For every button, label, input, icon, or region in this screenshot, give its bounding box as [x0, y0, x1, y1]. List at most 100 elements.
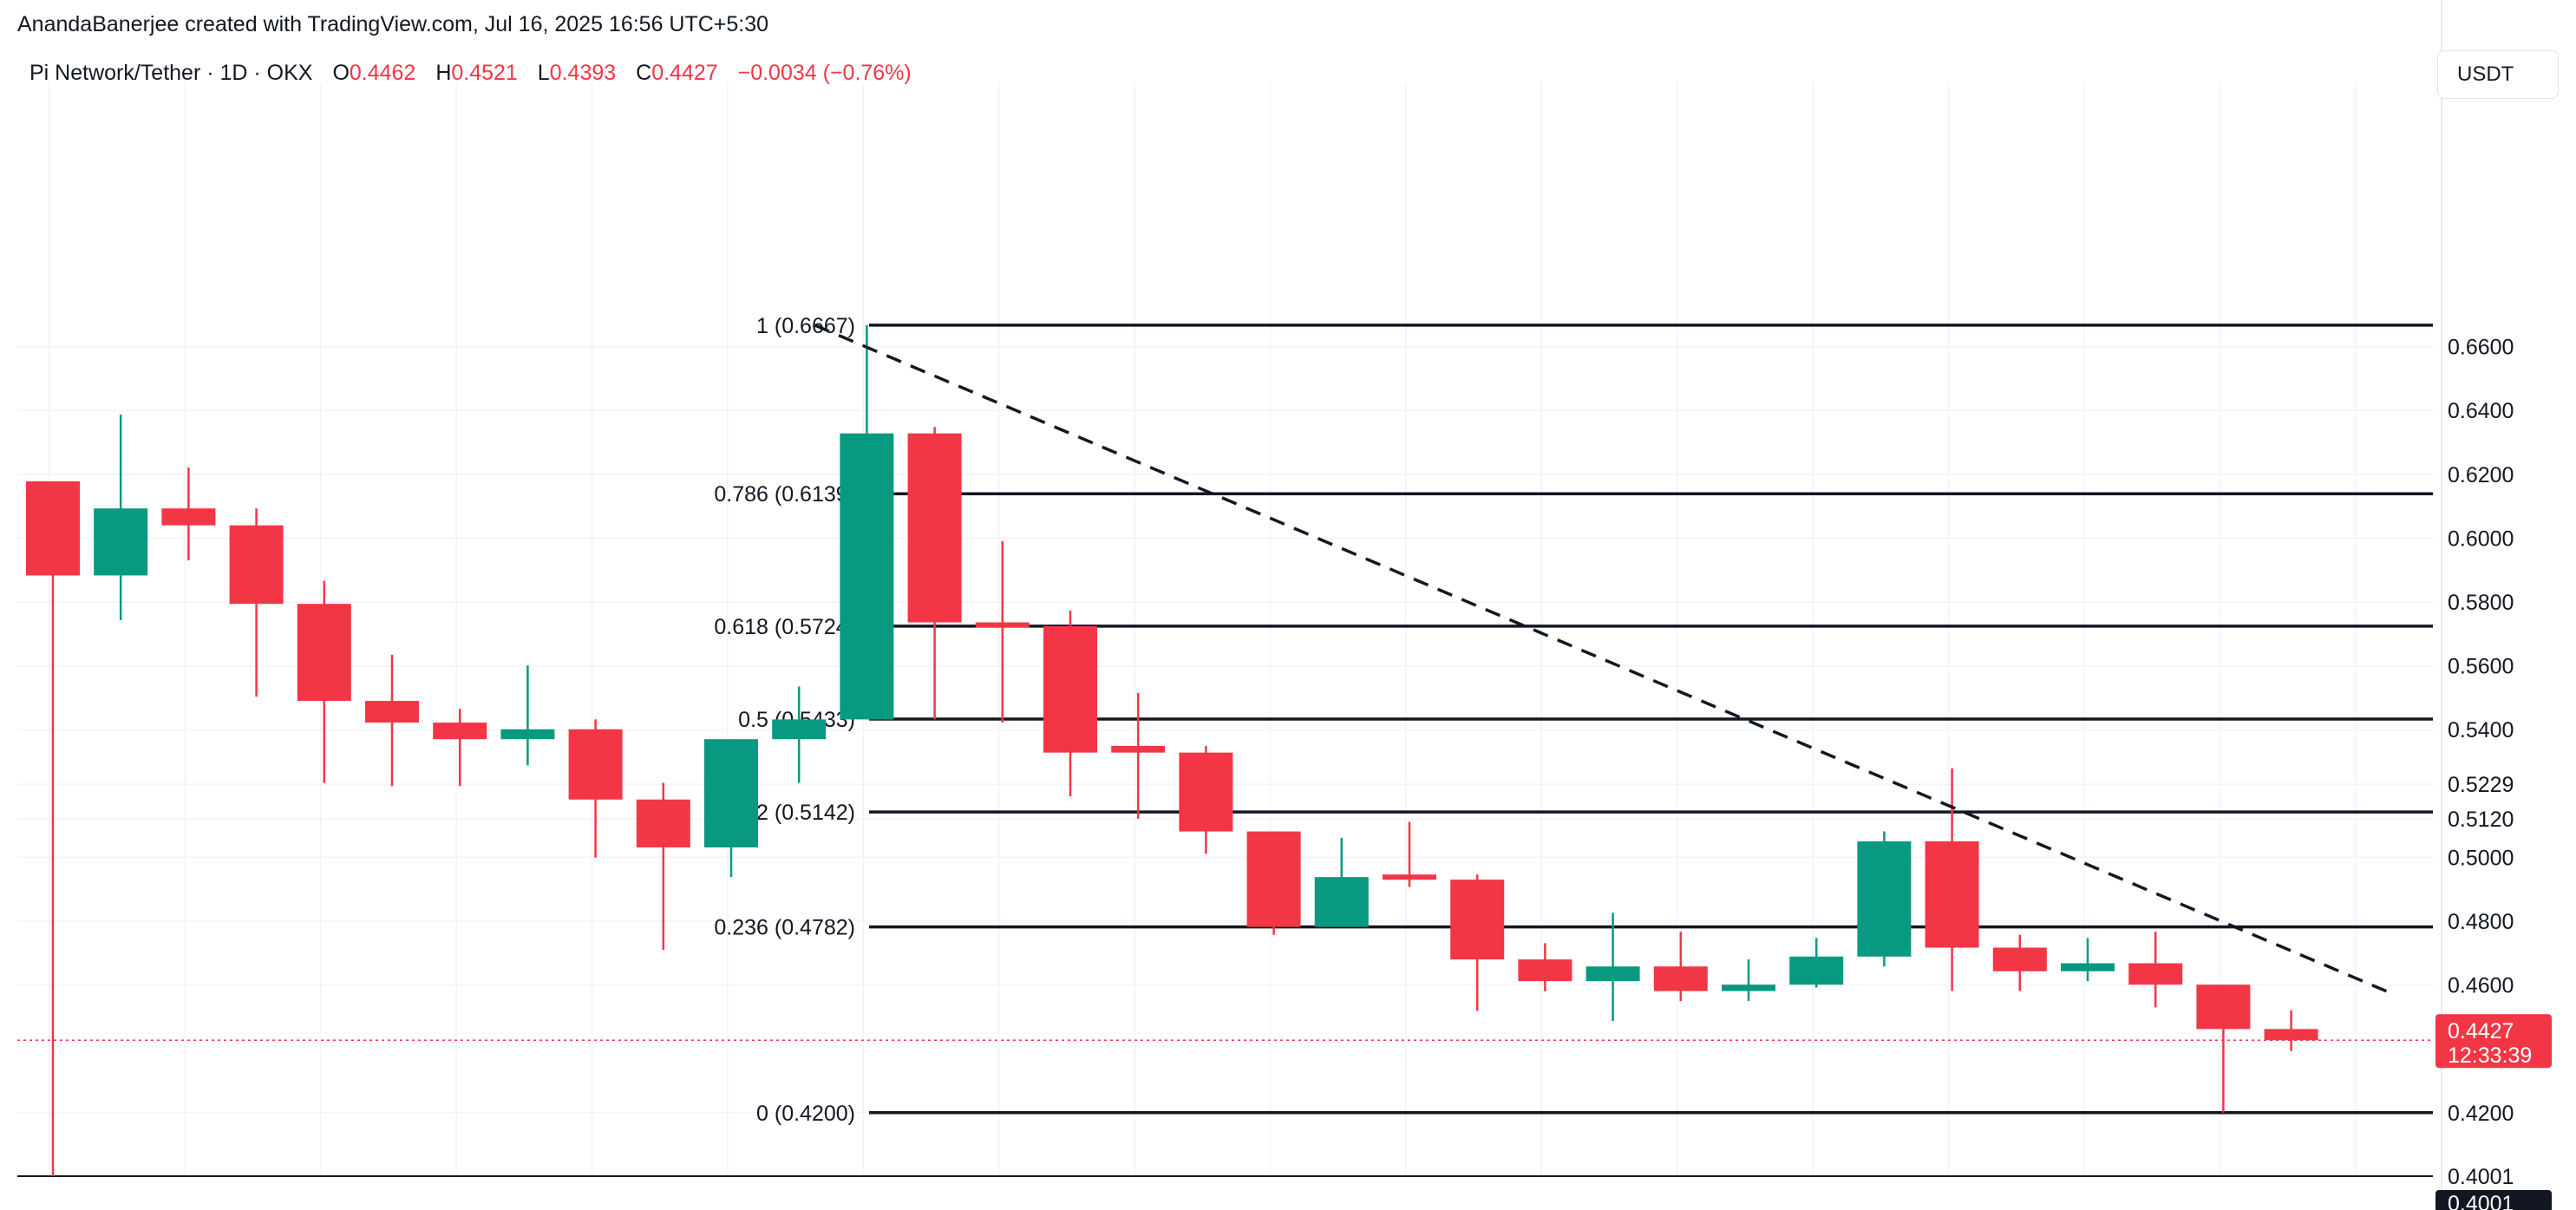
candle[interactable]	[704, 739, 758, 878]
candle[interactable]	[2061, 938, 2115, 982]
candle[interactable]	[568, 719, 623, 858]
candle-body	[840, 433, 894, 720]
candle-body	[636, 799, 690, 847]
candle[interactable]	[2196, 984, 2251, 1113]
low-value: 0.4393	[549, 61, 617, 85]
fib-retracement[interactable]: 1 (0.6667) 0.786 (0.6139) 0.618 (0.5724) 0.…	[714, 314, 2433, 1126]
price-tick-label: 0.5800	[2448, 591, 2514, 615]
price-tick-label: 0.4200	[2448, 1102, 2514, 1126]
candle[interactable]	[1857, 831, 1912, 967]
candle-body	[1585, 966, 1640, 982]
open-value: 0.4462	[349, 61, 416, 85]
close-label: C	[636, 61, 652, 85]
candle-body	[704, 739, 758, 847]
candle[interactable]	[433, 709, 487, 787]
bottom-price-badge	[2435, 1190, 2552, 1210]
price-axis[interactable]: 0.6600 0.6400 0.6200 0.6000 0.5800 0.5600 0.54…	[2435, 0, 2552, 1210]
candle[interactable]	[1314, 837, 1369, 927]
candle-body	[433, 723, 487, 740]
high-label: H	[435, 61, 452, 85]
candle[interactable]	[2264, 1010, 2318, 1051]
candle-body	[1314, 877, 1369, 927]
candle-body	[2264, 1029, 2318, 1041]
fib-level-label: 0.786 (0.6139)	[714, 482, 855, 507]
fib-level-label: 0.618 (0.5724)	[714, 615, 855, 639]
open-label: O	[332, 61, 350, 85]
candle-body	[161, 508, 216, 526]
close-value: 0.4427	[651, 61, 718, 85]
candle-body	[1992, 947, 2047, 971]
candle[interactable]	[840, 324, 894, 720]
candles[interactable]	[26, 324, 2318, 1176]
candle[interactable]	[1585, 912, 1640, 1022]
candle[interactable]	[636, 782, 690, 951]
candle[interactable]	[1450, 874, 1505, 1011]
candle[interactable]	[1043, 610, 1097, 797]
candle-body	[772, 719, 827, 740]
candle[interactable]	[1925, 768, 1979, 991]
candle[interactable]	[1722, 959, 1775, 1001]
candle[interactable]	[1789, 938, 1844, 988]
price-tick-label: 0.5229	[2448, 773, 2514, 797]
candle[interactable]	[94, 414, 148, 620]
candle-body	[2061, 963, 2115, 971]
candle-body	[1653, 966, 1708, 991]
candle[interactable]	[365, 655, 419, 787]
currency-selector[interactable]: USDT	[2437, 50, 2559, 99]
price-tick-label: 0.5000	[2448, 846, 2514, 870]
candle-body	[297, 604, 351, 702]
candle[interactable]	[907, 427, 962, 720]
candle-body	[229, 525, 284, 605]
candle[interactable]	[26, 481, 80, 1176]
price-tick-label: 0.4001	[2448, 1165, 2514, 1189]
candle[interactable]	[975, 541, 1030, 723]
candle-body	[94, 508, 148, 576]
candle[interactable]	[1111, 692, 1166, 819]
candle-body	[1383, 874, 1436, 880]
candle[interactable]	[1518, 943, 1572, 991]
chart-grid	[17, 82, 2433, 1177]
price-tick-label: 0.6400	[2448, 399, 2514, 423]
change-value: −0.0034 (−0.76%)	[737, 61, 912, 85]
countdown-label: 12:33:39	[2448, 1043, 2532, 1068]
fib-level-label: 0.236 (0.4782)	[714, 916, 855, 940]
price-tick-label: 0.6200	[2448, 463, 2514, 487]
candle-body	[1722, 984, 1775, 991]
candle-body	[907, 433, 962, 623]
candle[interactable]	[297, 580, 351, 783]
candle[interactable]	[2128, 932, 2183, 1008]
fib-level-label: 1 (0.6667)	[756, 314, 855, 338]
high-value: 0.4521	[451, 61, 518, 85]
candle[interactable]	[229, 508, 284, 697]
current-price-badge[interactable]	[2435, 1014, 2552, 1069]
chart-credit: AnandaBanerjee created with TradingView.…	[17, 12, 769, 36]
symbol-name[interactable]: Pi Network/Tether · 1D · OKX	[29, 61, 313, 85]
candle[interactable]	[500, 665, 555, 766]
bottom-price-label: 0.4001	[2448, 1192, 2514, 1210]
price-tick-label: 0.4800	[2448, 910, 2514, 934]
candle[interactable]	[1179, 745, 1233, 854]
candle[interactable]	[1246, 831, 1301, 935]
candle-body	[1518, 959, 1572, 982]
symbol-legend: Pi Network/Tether · 1D · OKX O0.4462 H0.…	[29, 61, 912, 86]
candle[interactable]	[1992, 934, 2047, 991]
fib-level-label: 0 (0.4200)	[756, 1102, 855, 1126]
price-tick-label: 0.5600	[2448, 655, 2514, 679]
candle[interactable]	[1653, 932, 1708, 1001]
candle-body	[1925, 840, 1979, 948]
candle-body	[975, 622, 1030, 628]
candle[interactable]	[1383, 821, 1436, 887]
candle-body	[365, 701, 419, 723]
candle-body	[1246, 831, 1301, 927]
candle-body	[500, 729, 555, 740]
candle-body	[1043, 625, 1097, 753]
candle-body	[2128, 963, 2183, 985]
price-tick-label: 0.4600	[2448, 974, 2514, 998]
price-tick-label: 0.6000	[2448, 527, 2514, 551]
price-tick-label: 0.5400	[2448, 718, 2514, 742]
candle-body	[1179, 752, 1233, 832]
candle[interactable]	[772, 686, 827, 783]
candle-body	[2196, 984, 2251, 1030]
candle[interactable]	[161, 468, 216, 561]
